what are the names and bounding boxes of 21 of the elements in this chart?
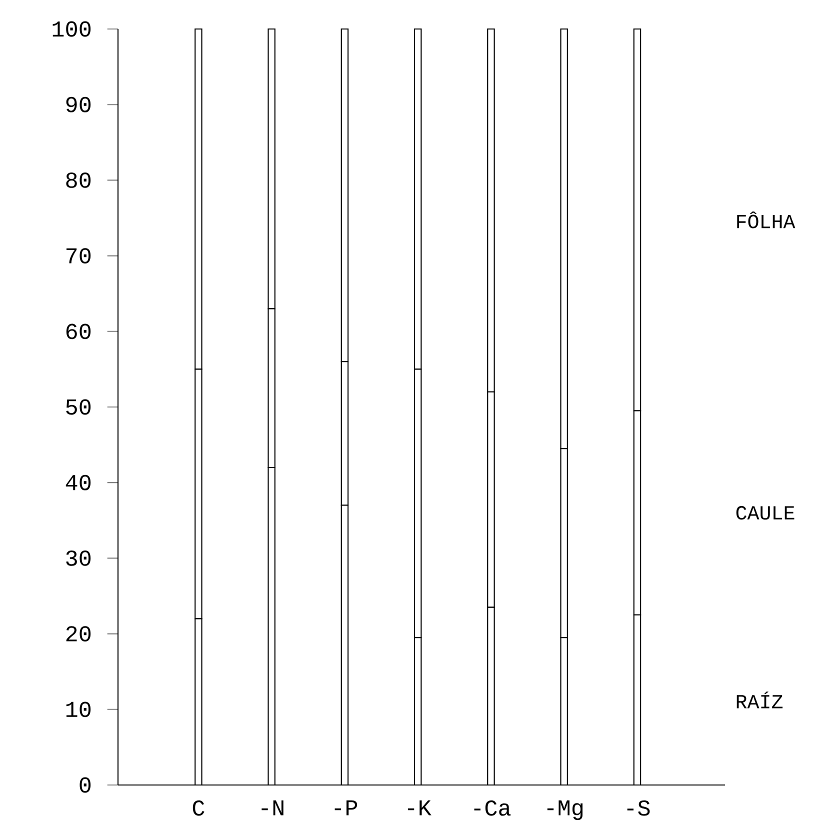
y-tick-label: 60 — [66, 324, 91, 340]
text: FÔLHA — [737, 211, 796, 228]
x-tick-label: -N — [262, 800, 284, 816]
y-tick-label: 80 — [66, 172, 91, 188]
y-tick-label: 20 — [66, 626, 91, 642]
text: RAÍZ — [736, 692, 783, 708]
y-tick-label: 50 — [66, 399, 91, 415]
y-tick-label: 90 — [66, 96, 91, 112]
x-tick-label: -Mg — [547, 800, 583, 820]
y-tick-label: 30 — [66, 550, 91, 566]
y-tick-label: 0 — [80, 777, 91, 793]
x-tick-label: -K — [408, 800, 432, 816]
y-tick-label: 10 — [66, 702, 91, 718]
x-tick-label: -S — [627, 800, 650, 816]
y-tick-label: 100 — [52, 21, 91, 37]
y-tick-label: 70 — [66, 248, 91, 264]
x-tick-label: -Ca — [474, 800, 511, 816]
x-tick-label: -P — [334, 800, 358, 816]
x-tick-label: C — [192, 800, 204, 816]
text: CAULE — [736, 506, 794, 520]
y-tick-label: 40 — [66, 474, 91, 490]
